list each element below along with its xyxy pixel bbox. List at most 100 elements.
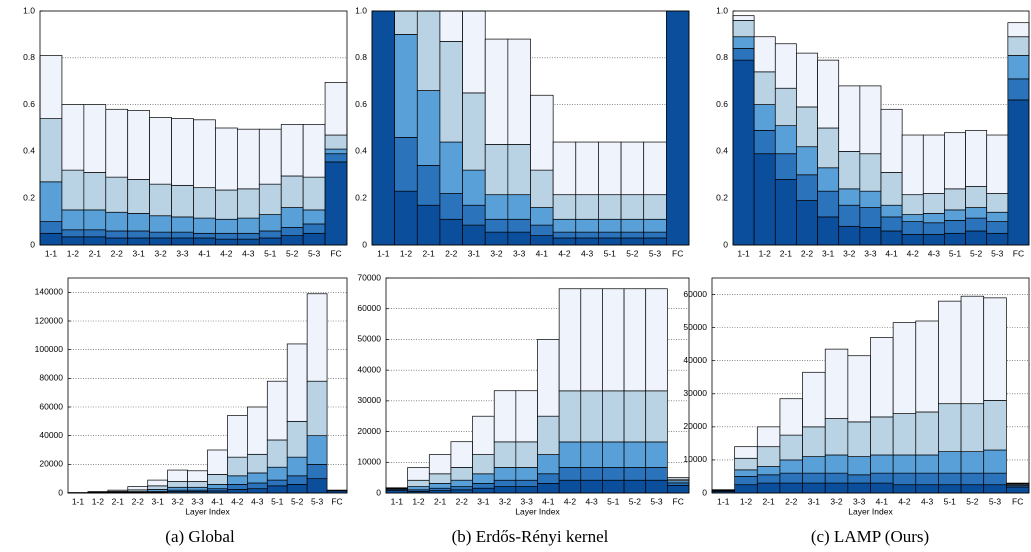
bar-segment bbox=[507, 38, 531, 145]
bar-segment bbox=[602, 288, 625, 392]
bar-segment bbox=[870, 482, 894, 494]
bar-segment bbox=[439, 41, 463, 143]
x-tick-label: 3-1 bbox=[133, 248, 146, 258]
x-tick-label: 1-1 bbox=[377, 248, 390, 258]
bar-segment bbox=[779, 398, 803, 436]
x-tick-label: 5-3 bbox=[650, 496, 663, 506]
bar-segment bbox=[193, 237, 216, 246]
bar-segment bbox=[623, 390, 647, 443]
bar-segment bbox=[1007, 55, 1030, 80]
bar-segment bbox=[302, 176, 326, 211]
bar-segment bbox=[280, 124, 304, 177]
y-tick-label: 40000 bbox=[39, 430, 63, 440]
x-tick-label: 5-2 bbox=[970, 248, 983, 258]
bar-segment bbox=[756, 482, 781, 494]
bar-segment bbox=[620, 141, 645, 196]
bar-segment bbox=[847, 355, 871, 423]
bar-segment bbox=[802, 456, 826, 474]
bar-segment bbox=[324, 148, 348, 155]
bar-segment bbox=[171, 237, 194, 246]
bar-segment bbox=[416, 165, 441, 206]
bar-segment bbox=[286, 484, 308, 494]
bar-segment bbox=[493, 467, 517, 481]
bar-segment bbox=[847, 474, 871, 484]
bar-segment bbox=[922, 222, 945, 235]
x-tick-label: 1-2 bbox=[740, 496, 753, 506]
bar-segment bbox=[880, 172, 903, 206]
bar-segment bbox=[149, 117, 172, 185]
bar-segment bbox=[901, 221, 924, 235]
bar-segment bbox=[237, 238, 260, 246]
bar-segment bbox=[439, 141, 463, 194]
bar-segment bbox=[167, 469, 188, 482]
bar-segment bbox=[472, 473, 495, 484]
bar-segment bbox=[756, 474, 781, 484]
bar-segment bbox=[575, 218, 599, 233]
bar-segment bbox=[732, 59, 755, 246]
y-tick-label: 40000 bbox=[357, 364, 381, 374]
bar-segment bbox=[938, 484, 962, 494]
y-tick-label: 0.6 bbox=[716, 99, 728, 109]
bar-segment bbox=[802, 426, 826, 457]
bar-segment bbox=[306, 478, 328, 494]
x-tick-label: 5-3 bbox=[308, 248, 321, 258]
bar-segment bbox=[666, 10, 690, 246]
y-tick-label: 20000 bbox=[357, 426, 381, 436]
y-tick-label: 0 bbox=[362, 239, 367, 249]
x-tick-label: 4-2 bbox=[564, 496, 577, 506]
x-tick-label: 4-2 bbox=[907, 248, 920, 258]
bar-segment bbox=[847, 482, 871, 494]
bar-segment bbox=[796, 174, 818, 201]
bar-segment bbox=[127, 213, 150, 232]
bar-segment bbox=[306, 435, 328, 465]
bar-segment bbox=[986, 211, 1009, 222]
y-tick-label: 10000 bbox=[357, 457, 381, 467]
y-tick-label: 0.8 bbox=[23, 52, 35, 62]
bar-segment bbox=[774, 43, 797, 89]
x-tick-label: 2-1 bbox=[89, 248, 102, 258]
bar-segment bbox=[753, 129, 776, 155]
bar-segment bbox=[247, 453, 268, 474]
bar-segment bbox=[922, 193, 945, 214]
x-axis-label: Layer Index bbox=[515, 506, 560, 516]
bar-segment bbox=[960, 484, 985, 494]
bar-segment bbox=[147, 485, 168, 490]
bar-segment bbox=[575, 237, 599, 246]
bar-segment bbox=[407, 486, 430, 491]
bar-segment bbox=[1007, 22, 1030, 38]
bar-segment bbox=[450, 479, 473, 487]
y-tick-label: 0 bbox=[30, 239, 35, 249]
bar-segment bbox=[493, 486, 517, 494]
bar-segment bbox=[960, 403, 985, 453]
x-tick-label: FC bbox=[672, 248, 683, 258]
bar-segment bbox=[645, 467, 668, 481]
bar-segment bbox=[824, 482, 849, 494]
bar-segment bbox=[237, 232, 260, 240]
x-tick-label: 4-1 bbox=[542, 496, 555, 506]
x-tick-label: FC bbox=[331, 496, 342, 506]
bar-segment bbox=[870, 454, 894, 474]
x-tick-label: 4-1 bbox=[211, 496, 224, 506]
bar-segment bbox=[734, 446, 758, 459]
bar-segment bbox=[439, 218, 463, 246]
bar-segment bbox=[507, 194, 531, 220]
y-tick-label: 30000 bbox=[683, 388, 707, 398]
x-axis-label: Layer Index bbox=[848, 506, 893, 516]
x-tick-label: 1-1 bbox=[45, 248, 58, 258]
x-tick-label: 4-3 bbox=[928, 248, 941, 258]
bar-segment bbox=[901, 214, 924, 222]
bar-segment bbox=[306, 463, 328, 480]
bar-segment bbox=[870, 337, 894, 418]
bar-segment bbox=[983, 400, 1007, 451]
bar-segment bbox=[428, 473, 452, 484]
bar-segment bbox=[847, 456, 871, 476]
x-tick-label: 5-2 bbox=[626, 248, 639, 258]
bar-segment bbox=[802, 371, 826, 428]
x-tick-label: 3-3 bbox=[853, 496, 866, 506]
bar-segment bbox=[530, 169, 554, 208]
bar-segment bbox=[892, 322, 917, 414]
bar-segment bbox=[149, 215, 172, 233]
bar-segment bbox=[667, 477, 690, 480]
bar-segment bbox=[266, 466, 288, 481]
x-tick-label: 1-2 bbox=[759, 248, 772, 258]
